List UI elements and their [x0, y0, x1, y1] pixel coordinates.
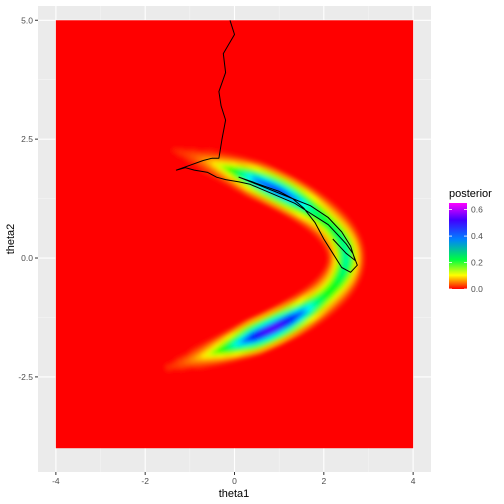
- posterior-heatmap: [55, 20, 414, 449]
- y-tick-label: 5.0: [21, 15, 33, 25]
- heatmap-background: [55, 20, 414, 449]
- x-axis-title: theta1: [219, 488, 250, 500]
- x-tick-label: 2: [321, 476, 326, 486]
- heatmap-density-cell: [190, 357, 196, 363]
- heatmap-density-cell: [178, 150, 184, 155]
- y-tick-label: 2.5: [21, 134, 33, 144]
- heatmap-density-cell: [178, 361, 184, 366]
- y-tick-label: 0.0: [21, 253, 33, 263]
- heatmap-density-cell: [184, 359, 190, 364]
- heatmap-density-cell: [236, 170, 244, 177]
- heatmap-density-cell: [201, 353, 207, 359]
- heatmap-density-cell: [217, 162, 223, 169]
- legend: posterior 0.0 0.2 0.4 0.6: [449, 188, 492, 294]
- x-tick-label: -4: [52, 476, 60, 486]
- heatmap-density-cell: [206, 351, 213, 357]
- x-axis-ticks: -4 -2 0 2 4: [52, 472, 416, 486]
- heatmap-density-cell: [206, 159, 213, 165]
- heatmap-density-cell: [227, 343, 234, 350]
- heatmap-density-cell: [232, 168, 239, 175]
- mcmc-trace-line: [175, 20, 358, 273]
- y-axis-ticks: -2.5 0.0 2.5 5.0: [18, 15, 38, 382]
- heatmap-density-cell: [184, 152, 190, 157]
- heatmap-density-cell: [222, 345, 229, 352]
- legend-tick-label: 0.2: [471, 258, 483, 268]
- legend-colorbar: [449, 203, 467, 289]
- legend-tick-label: 0.0: [471, 284, 483, 294]
- heatmap-density-cell: [217, 347, 223, 354]
- legend-tick-label: 0.4: [471, 231, 483, 241]
- y-tick-label: -2.5: [18, 372, 33, 382]
- heatmap-density-cell: [173, 148, 178, 153]
- legend-title: posterior: [449, 188, 492, 200]
- heatmap-density-cell: [190, 153, 196, 159]
- y-axis-title: theta2: [5, 224, 17, 255]
- heatmap-density-cell: [167, 365, 171, 370]
- heatmap-density-cell: [196, 355, 201, 361]
- x-tick-label: 4: [411, 476, 416, 486]
- x-tick-label: -2: [141, 476, 149, 486]
- heatmap-density-cell: [232, 341, 239, 348]
- heatmap-density-cell: [173, 363, 178, 368]
- legend-tick-label: 0.6: [471, 205, 483, 215]
- x-tick-label: 0: [232, 476, 237, 486]
- legend-ticks: 0.0 0.2 0.4 0.6: [449, 205, 483, 294]
- heatmap-density-cell: [196, 155, 201, 161]
- heatmap-density-cell: [222, 164, 229, 171]
- heatmap-density-cell: [227, 166, 234, 173]
- heatmap-density-cell: [212, 349, 218, 355]
- heatmap-density-cell: [212, 161, 218, 167]
